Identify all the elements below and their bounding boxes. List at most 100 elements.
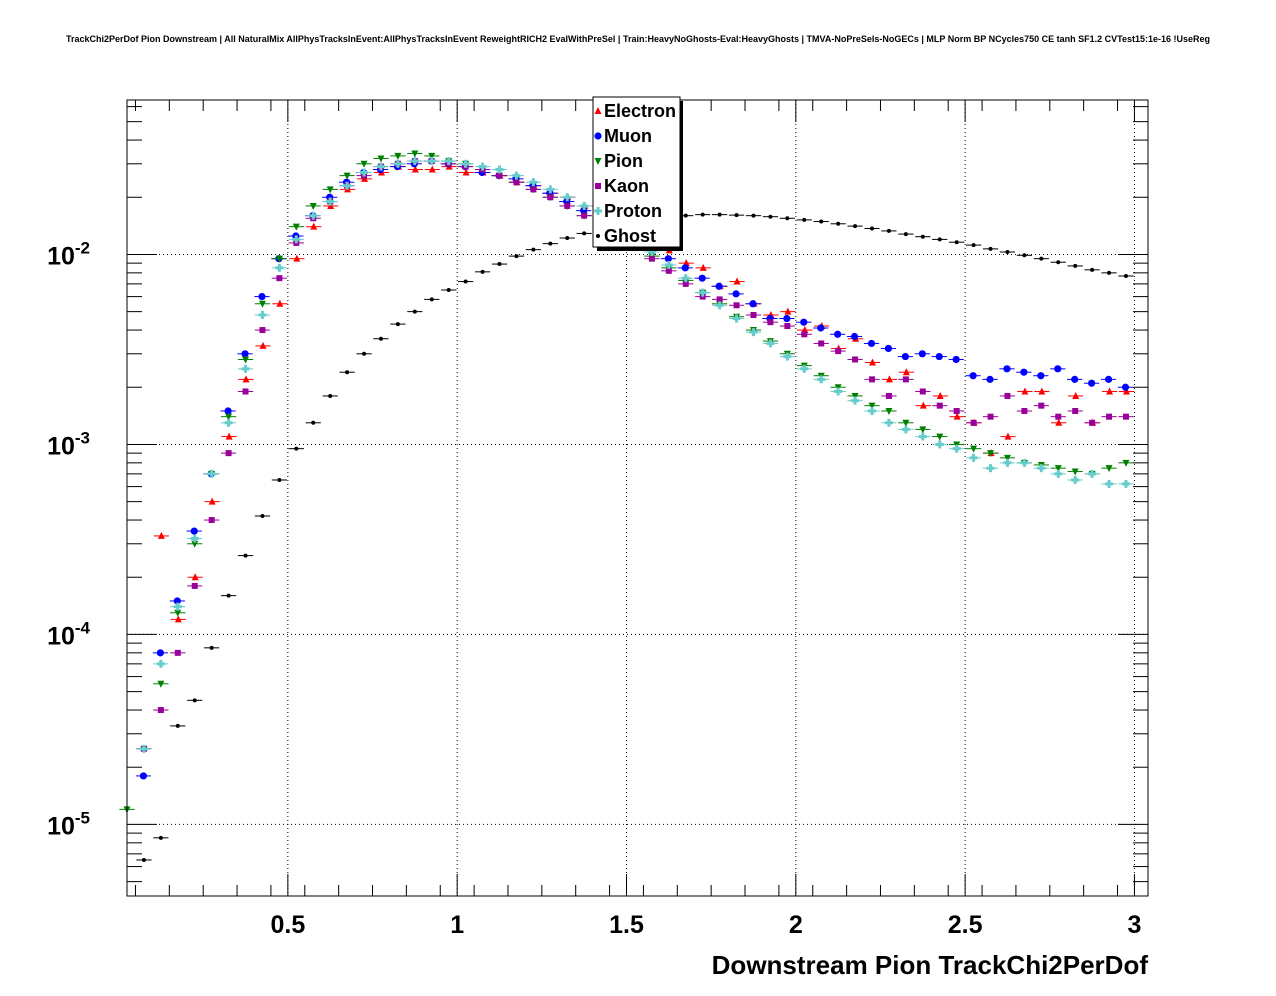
y-tick-base: 10: [47, 812, 75, 840]
kaon-point: [767, 319, 774, 326]
proton-point: [582, 201, 586, 210]
electron-point: [902, 368, 910, 376]
ghost-point: [446, 287, 451, 292]
x-tick-label: 2: [789, 911, 803, 939]
muon-point: [258, 292, 266, 301]
muon-point: [190, 527, 198, 535]
muon-point: [1071, 375, 1079, 383]
electron-point: [310, 222, 318, 230]
proton-point: [379, 162, 383, 171]
pion-point: [377, 155, 385, 163]
kaon-point: [716, 296, 723, 303]
kaon-point: [496, 172, 503, 179]
y-tick-exponent: -2: [75, 238, 90, 257]
pion-point: [1003, 454, 1011, 462]
pion-point: [292, 223, 300, 231]
pion-point: [411, 150, 419, 158]
muon-point: [1003, 365, 1011, 373]
electron-point: [1038, 387, 1046, 395]
kaon-point: [581, 212, 588, 219]
pion-point: [885, 407, 893, 415]
electron-point: [885, 375, 893, 383]
ghost-point: [463, 279, 468, 284]
ghost-point: [870, 226, 875, 231]
electron-point: [699, 263, 707, 271]
legend-marker-kaon: [595, 183, 601, 189]
electron-point: [428, 165, 436, 173]
ghost-point: [311, 420, 316, 425]
legend-label-kaon: Kaon: [604, 176, 649, 196]
kaon-point: [869, 376, 876, 383]
ghost-point: [751, 213, 756, 218]
axis-layer: 0.5 1 1.5 2 2.5 310-510-410-310-2: [47, 100, 1148, 939]
proton-point: [921, 432, 925, 441]
electron-point: [276, 299, 284, 307]
ghost-point: [531, 247, 536, 252]
proton-point: [768, 339, 772, 348]
ghost-point: [1022, 253, 1027, 258]
kaon-point: [987, 413, 994, 420]
y-tick-label: 10-3: [47, 428, 90, 460]
proton-point: [955, 444, 959, 453]
ghost-point: [819, 219, 824, 224]
electron-point: [208, 497, 216, 505]
chart-title: TrackChi2PerDof Pion Downstream | All Na…: [66, 34, 1210, 44]
kaon-point: [818, 340, 825, 347]
pion-point: [394, 152, 402, 160]
ghost-point: [1039, 256, 1044, 261]
proton-point: [836, 387, 840, 396]
y-tick-base: 10: [47, 432, 75, 460]
legend-marker-muon: [594, 132, 602, 140]
ghost-point: [903, 232, 908, 237]
proton-point: [1107, 479, 1111, 488]
ghost-point: [429, 297, 434, 302]
kaon-point: [276, 275, 283, 282]
muon-point: [935, 352, 943, 361]
legend-entries: Electron Muon Pion Kaon Proton Ghost: [594, 101, 676, 246]
ghost-point: [853, 224, 858, 229]
kaon-point: [733, 302, 740, 309]
ghost-point: [497, 262, 502, 267]
kaon-point: [513, 179, 520, 186]
kaon-point: [902, 376, 909, 383]
muon-point: [1088, 379, 1096, 387]
legend-label-pion: Pion: [604, 151, 643, 171]
pion-point: [343, 172, 351, 180]
electron-point: [242, 375, 250, 383]
muon-point: [715, 282, 723, 290]
electron-point: [1021, 387, 1029, 395]
electron-point: [1055, 418, 1063, 426]
kaon-point: [1089, 419, 1096, 426]
electron-point: [259, 341, 267, 349]
ghost-point: [1090, 267, 1095, 272]
kaon-point: [1021, 407, 1028, 414]
kaon-point: [564, 202, 571, 209]
series-proton: [136, 157, 1134, 753]
muon-point: [867, 339, 876, 348]
muon-point: [156, 649, 164, 657]
proton-point: [311, 211, 315, 220]
ghost-point: [920, 234, 925, 239]
muon-point: [664, 255, 672, 263]
proton-point: [1005, 458, 1009, 467]
proton-point: [1090, 469, 1094, 478]
pion-point: [1054, 465, 1062, 473]
pion-point: [1122, 459, 1130, 467]
ghost-point: [345, 370, 350, 375]
legend-label-proton: Proton: [604, 201, 662, 221]
muon-point: [1020, 368, 1028, 376]
kaon-point: [208, 517, 215, 524]
ghost-point: [209, 645, 214, 650]
kaon-point: [699, 293, 706, 300]
proton-point: [1039, 464, 1043, 473]
proton-point: [870, 406, 874, 415]
kaon-point: [1106, 413, 1113, 420]
ghost-point: [277, 477, 282, 482]
x-axis-title: Downstream Pion TrackChi2PerDof: [712, 950, 1149, 980]
kaon-point: [953, 407, 960, 414]
legend-marker-proton: [596, 207, 600, 215]
kaon-point: [1072, 407, 1079, 414]
proton-point: [1022, 458, 1026, 467]
muon-point: [1054, 365, 1062, 373]
proton-point: [244, 364, 248, 373]
